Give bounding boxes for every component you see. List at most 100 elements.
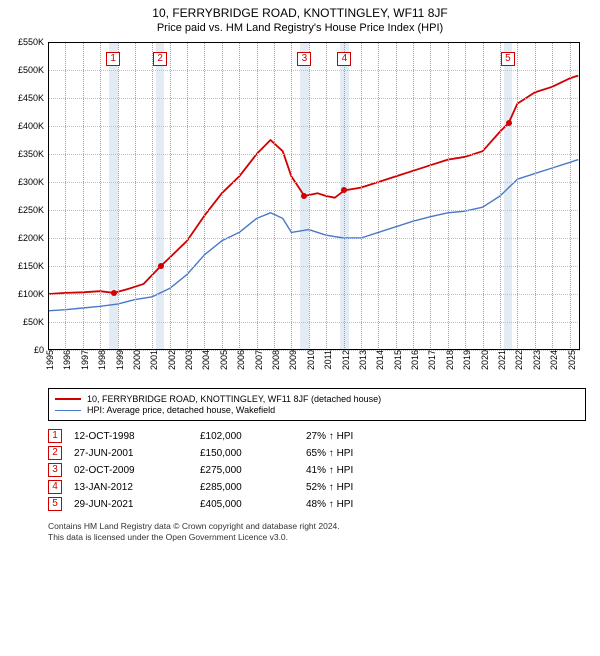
x-axis-tick-label: 2015 <box>389 350 403 370</box>
gridline-vertical <box>100 42 101 350</box>
sale-index-box: 5 <box>48 497 62 511</box>
chart-title-line1: 10, FERRYBRIDGE ROAD, KNOTTINGLEY, WF11 … <box>0 6 600 20</box>
gridline-vertical <box>65 42 66 350</box>
y-axis-tick-label: £400K <box>18 121 48 131</box>
sale-marker-dot <box>341 187 347 193</box>
x-axis-tick-label: 1997 <box>76 350 90 370</box>
gridline-vertical <box>326 42 327 350</box>
gridline-vertical <box>239 42 240 350</box>
legend-swatch <box>55 398 81 400</box>
chart-title-line2: Price paid vs. HM Land Registry's House … <box>0 22 600 34</box>
sale-date: 13-JAN-2012 <box>74 482 194 493</box>
sale-index-box: 3 <box>297 52 311 66</box>
sales-row: 302-OCT-2009£275,00041% ↑ HPI <box>48 463 586 477</box>
x-axis-tick-label: 2009 <box>284 350 298 370</box>
sale-delta: 48% ↑ HPI <box>306 499 586 510</box>
gridline-vertical <box>152 42 153 350</box>
price-vs-hpi-chart: £0£50K£100K£150K£200K£250K£300K£350K£400… <box>48 42 586 384</box>
y-axis-tick-label: £350K <box>18 149 48 159</box>
sale-index-box: 3 <box>48 463 62 477</box>
x-axis-tick-label: 1998 <box>93 350 107 370</box>
x-axis-tick-label: 2005 <box>215 350 229 370</box>
gridline-vertical <box>361 42 362 350</box>
x-axis-tick-label: 2020 <box>476 350 490 370</box>
gridline-vertical <box>396 42 397 350</box>
gridline-vertical <box>48 42 49 350</box>
gridline-vertical <box>413 42 414 350</box>
gridline-vertical <box>274 42 275 350</box>
sales-row: 112-OCT-1998£102,00027% ↑ HPI <box>48 429 586 443</box>
x-axis-tick-label: 2007 <box>250 350 264 370</box>
sale-index-box: 1 <box>106 52 120 66</box>
gridline-vertical <box>257 42 258 350</box>
x-axis-tick-label: 2025 <box>563 350 577 370</box>
x-axis-tick-label: 2004 <box>197 350 211 370</box>
legend-label: 10, FERRYBRIDGE ROAD, KNOTTINGLEY, WF11 … <box>87 394 381 404</box>
sale-date: 27-JUN-2001 <box>74 448 194 459</box>
x-axis-tick-label: 2016 <box>406 350 420 370</box>
y-axis-tick-label: £300K <box>18 177 48 187</box>
sales-row: 227-JUN-2001£150,00065% ↑ HPI <box>48 446 586 460</box>
legend-swatch <box>55 410 81 411</box>
x-axis-tick-label: 1996 <box>58 350 72 370</box>
legend-row: HPI: Average price, detached house, Wake… <box>55 405 579 415</box>
plot-area: £0£50K£100K£150K£200K£250K£300K£350K£400… <box>48 42 580 350</box>
sale-marker-dot <box>111 290 117 296</box>
y-axis-tick-label: £500K <box>18 65 48 75</box>
y-axis-tick-label: £200K <box>18 233 48 243</box>
gridline-vertical <box>517 42 518 350</box>
footer-line2: This data is licensed under the Open Gov… <box>48 532 586 543</box>
footer-line1: Contains HM Land Registry data © Crown c… <box>48 521 586 532</box>
gridline-vertical <box>344 42 345 350</box>
gridline-vertical <box>430 42 431 350</box>
gridline-vertical <box>448 42 449 350</box>
x-axis-tick-label: 2011 <box>319 350 333 369</box>
legend-label: HPI: Average price, detached house, Wake… <box>87 405 275 415</box>
sales-row: 413-JAN-2012£285,00052% ↑ HPI <box>48 480 586 494</box>
x-axis-tick-label: 2014 <box>371 350 385 370</box>
gridline-vertical <box>309 42 310 350</box>
gridline-vertical <box>552 42 553 350</box>
gridline-vertical <box>465 42 466 350</box>
y-axis-tick-label: £450K <box>18 93 48 103</box>
sale-index-box: 5 <box>501 52 515 66</box>
x-axis-tick-label: 2008 <box>267 350 281 370</box>
gridline-vertical <box>570 42 571 350</box>
x-axis-tick-label: 2019 <box>458 350 472 370</box>
sale-marker-dot <box>506 120 512 126</box>
sale-date: 29-JUN-2021 <box>74 499 194 510</box>
gridline-vertical <box>378 42 379 350</box>
x-axis-tick-label: 1995 <box>41 350 55 370</box>
x-axis-tick-label: 2023 <box>528 350 542 370</box>
y-axis-tick-label: £250K <box>18 205 48 215</box>
x-axis-tick-label: 2001 <box>145 350 159 370</box>
sales-row: 5 29-JUN-2021 £405,000 48% ↑ HPI <box>48 497 586 511</box>
x-axis-tick-label: 1999 <box>111 350 125 370</box>
x-axis-tick-label: 2010 <box>302 350 316 370</box>
x-axis-tick-label: 2003 <box>180 350 194 370</box>
x-axis-tick-label: 2021 <box>493 350 507 370</box>
gridline-vertical <box>483 42 484 350</box>
sale-marker-dot <box>301 193 307 199</box>
sale-price: £405,000 <box>200 499 300 510</box>
sale-price: £285,000 <box>200 482 300 493</box>
x-axis-tick-label: 2018 <box>441 350 455 370</box>
x-axis-tick-label: 2000 <box>128 350 142 370</box>
series-line-property <box>48 76 578 294</box>
gridline-vertical <box>204 42 205 350</box>
sale-delta: 65% ↑ HPI <box>306 448 586 459</box>
legend: 10, FERRYBRIDGE ROAD, KNOTTINGLEY, WF11 … <box>48 388 586 421</box>
x-axis-tick-label: 2006 <box>232 350 246 370</box>
gridline-vertical <box>535 42 536 350</box>
sale-index-box: 2 <box>153 52 167 66</box>
y-axis-tick-label: £150K <box>18 261 48 271</box>
x-axis-tick-label: 2024 <box>545 350 559 370</box>
sale-price: £102,000 <box>200 431 300 442</box>
gridline-vertical <box>118 42 119 350</box>
x-axis-tick-label: 2012 <box>337 350 351 370</box>
sale-price: £150,000 <box>200 448 300 459</box>
y-axis-tick-label: £100K <box>18 289 48 299</box>
gridline-vertical <box>222 42 223 350</box>
footer-attribution: Contains HM Land Registry data © Crown c… <box>48 521 586 543</box>
sale-index-box: 4 <box>48 480 62 494</box>
